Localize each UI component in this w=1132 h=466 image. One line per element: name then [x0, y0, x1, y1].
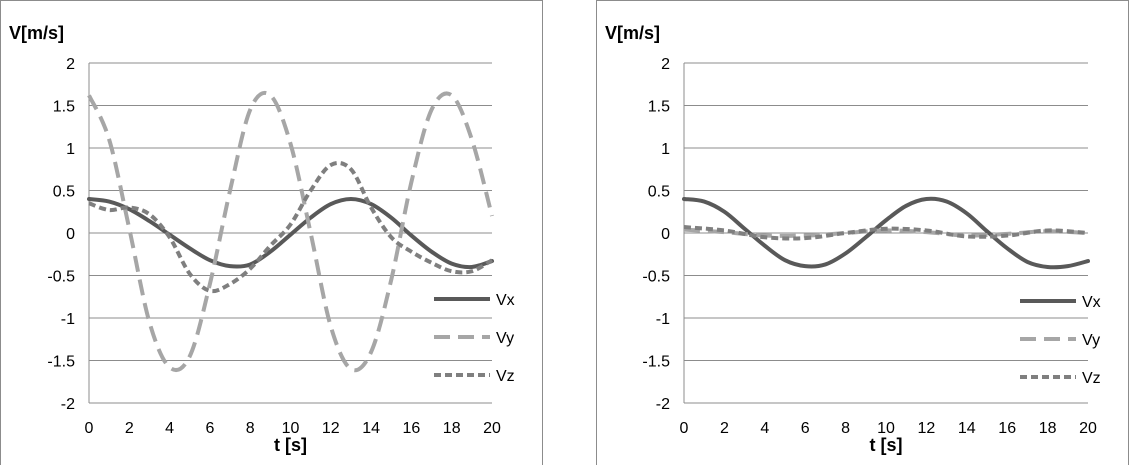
y-tick-label: 1	[661, 141, 670, 158]
y-axis-label: V[m/s]	[605, 23, 660, 43]
y-tick-label: 1.5	[53, 99, 75, 116]
y-tick-label: 0	[66, 226, 75, 243]
x-tick-label: 10	[282, 420, 300, 437]
x-tick-label: 0	[85, 420, 94, 437]
x-tick-label: 2	[720, 420, 729, 437]
x-tick-label: 6	[801, 420, 810, 437]
y-tick-label: 0.5	[53, 184, 75, 201]
y-tick-label: -1	[656, 311, 670, 328]
legend-label-vz: Vz	[496, 368, 515, 385]
x-tick-label: 10	[877, 420, 895, 437]
legend-label-vz: Vz	[1082, 370, 1101, 387]
y-tick-label: -0.5	[642, 269, 670, 286]
velocity-chart-right: V[m/s]21.510.50-0.5-1-1.5-20 2 4 6 8 10 12 14 16…	[605, 23, 1101, 455]
x-tick-label: 0	[680, 420, 689, 437]
x-tick-label: 12	[918, 420, 936, 437]
x-tick-label: 8	[841, 420, 850, 437]
series-vy-line	[87, 90, 494, 373]
x-tick-label: 16	[998, 420, 1016, 437]
x-tick-label: 14	[362, 420, 380, 437]
y-tick-label: 1	[66, 141, 75, 158]
y-tick-label: 0	[661, 226, 670, 243]
x-tick-label: 4	[165, 420, 174, 437]
y-tick-label: -0.5	[47, 269, 75, 286]
x-tick-label: 20	[1079, 420, 1097, 437]
chart-panel-left: V[m/s] 2 1.5 1 0.5 0 -0.5 -1 -1.5 -2 0 2 4 6 8 10 12 14 16…	[0, 0, 543, 465]
series-vz-line	[88, 160, 494, 294]
x-tick-label: 18	[443, 420, 461, 437]
x-tick-label: 8	[246, 420, 255, 437]
legend-label-vy: Vy	[496, 330, 514, 347]
legend-label-vx: Vx	[1082, 294, 1101, 311]
y-tick-label: -1.5	[47, 354, 75, 371]
y-tick-label: 2	[661, 56, 670, 73]
series-vz-line	[683, 225, 1089, 241]
x-tick-label: 16	[403, 420, 421, 437]
x-tick-label: 14	[958, 420, 976, 437]
series-vx-line	[87, 196, 494, 270]
chart-panel-right: V[m/s] 2 1.5 1 0.5 0 -0.5 -1 -1.5 -2 0 2 4 6 8 10 12 14 16…	[596, 0, 1129, 465]
y-tick-label: 2	[66, 56, 75, 73]
y-tick-label: -2	[61, 396, 75, 413]
y-axis-label: V[m/s]	[9, 23, 64, 43]
x-tick-label: 2	[125, 420, 134, 437]
velocity-chart-left: V[m/s]21.510.50-0.5-1-1.5-20 2 4 6 8 10 12 14 16…	[9, 23, 515, 455]
y-tick-label: -1.5	[642, 354, 670, 371]
x-tick-label: 20	[483, 420, 501, 437]
legend-label-vy: Vy	[1082, 332, 1100, 349]
x-axis-label: t [s]	[870, 435, 903, 455]
x-tick-label: 18	[1039, 420, 1057, 437]
x-tick-label: 4	[760, 420, 769, 437]
y-tick-label: -1	[61, 311, 75, 328]
x-axis-label: t [s]	[274, 435, 307, 455]
y-tick-label: 0.5	[648, 184, 670, 201]
y-tick-label: -2	[656, 396, 670, 413]
x-tick-label: 6	[205, 420, 214, 437]
legend-label-vx: Vx	[496, 292, 515, 309]
x-tick-label: 12	[322, 420, 340, 437]
y-tick-label: 1.5	[648, 99, 670, 116]
